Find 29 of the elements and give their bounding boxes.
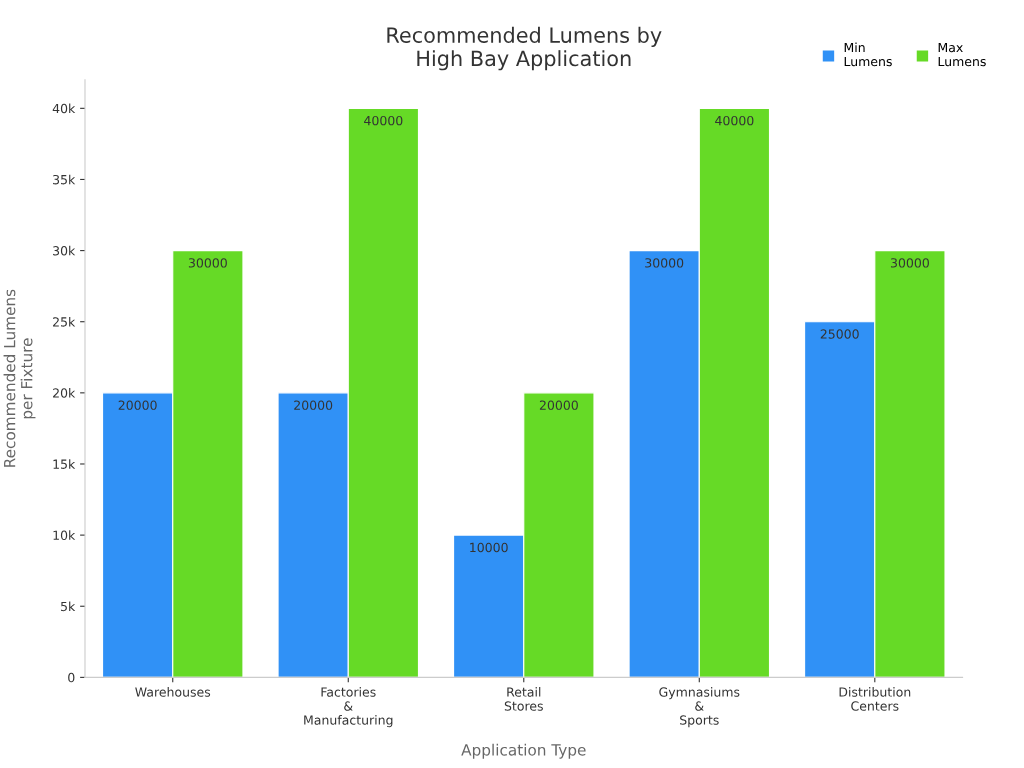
y-tick-label: 20k: [53, 388, 76, 398]
y-tick-label: 25k: [53, 316, 76, 327]
x-tick-label: Factories & Manufacturing: [304, 687, 393, 728]
x-tick-label: Warehouses: [135, 687, 211, 697]
legend-label: Min Lumens: [844, 42, 892, 67]
data-label: 20000: [539, 400, 578, 410]
data-label: 40000: [364, 115, 403, 126]
x-tick-label: Retail Stores: [504, 687, 543, 711]
x-tick-label: Gymnasiums & Sports: [659, 687, 740, 728]
y-tick-label: 5k: [61, 601, 76, 612]
legend-label: Max Lumens: [938, 42, 986, 67]
y-tick-label: 0: [68, 672, 75, 683]
data-label: 25000: [820, 329, 859, 339]
y-tick-label: 30k: [53, 245, 76, 256]
data-label: 30000: [645, 258, 684, 268]
data-label: 10000: [470, 542, 508, 553]
data-label: 30000: [188, 258, 227, 268]
y-tick-label: 15k: [53, 459, 76, 469]
x-axis-title: Application Type: [461, 743, 586, 759]
y-axis-title: Recommended Lumens per Fixture: [3, 289, 36, 467]
data-label: 40000: [715, 115, 754, 126]
data-label: 30000: [890, 258, 929, 268]
chart-title: Recommended Lumens by High Bay Application: [387, 26, 662, 71]
data-label: 20000: [118, 400, 157, 410]
y-tick-label: 35k: [53, 174, 76, 185]
y-tick-label: 40k: [52, 103, 76, 114]
y-tick-label: 10k: [53, 530, 76, 541]
data-label: 20000: [294, 400, 333, 410]
x-tick-label: Distribution Centers: [839, 687, 911, 711]
